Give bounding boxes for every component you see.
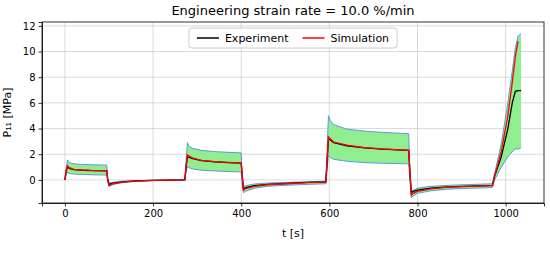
tick-label: 800: [408, 208, 427, 219]
tick: 8: [29, 72, 42, 83]
tick: 0: [29, 175, 42, 186]
tick: 600: [320, 203, 339, 219]
tick: 2: [29, 149, 42, 160]
legend-swatch: [197, 37, 219, 39]
band-edge: [65, 148, 521, 198]
tick-label: 1000: [493, 208, 518, 219]
title: Engineering strain rate = 10.0 %/min: [171, 3, 414, 18]
tick: 6: [29, 98, 42, 109]
tick: 0: [62, 203, 68, 219]
tick-label: 0: [62, 208, 68, 219]
tick: 800: [408, 203, 427, 219]
grid-line: [42, 51, 544, 52]
axis-line: [43, 204, 545, 207]
chart: 0 200 400 600 800 1000 0 2 4 6 8 10 12 Engineering st…: [0, 0, 550, 257]
tick-mark: [39, 129, 43, 130]
tick-label: 4: [29, 123, 35, 134]
grid-line: [42, 128, 544, 129]
tick-label: 6: [29, 98, 35, 109]
tick-label: 0: [29, 175, 35, 186]
tick-mark: [39, 154, 43, 155]
tick-label: 8: [29, 72, 35, 83]
tick-mark: [39, 26, 43, 27]
plot-area: [65, 34, 521, 198]
tick-label: 2: [29, 149, 35, 160]
tick-mark: [39, 180, 43, 181]
tick: 4: [29, 123, 42, 134]
series-line: [65, 41, 518, 195]
grid-line: [329, 22, 330, 203]
tick-label: 10: [23, 46, 36, 57]
tick: 10: [23, 46, 42, 57]
tick-mark: [418, 203, 419, 207]
grid-line: [417, 22, 418, 203]
legend-swatch: [302, 37, 324, 39]
tick-mark: [39, 52, 43, 53]
grid-line: [42, 154, 544, 155]
series-line: [65, 91, 521, 193]
y-axis: 0 2 4 6 8 10 12: [23, 21, 43, 204]
tick: 200: [144, 203, 163, 219]
grid-line: [42, 102, 544, 103]
x-label: t [s]: [282, 227, 304, 240]
tick-mark: [506, 203, 507, 207]
frame: [42, 22, 544, 203]
band-edge: [65, 34, 521, 192]
grid-line: [153, 22, 154, 203]
tick: 1000: [493, 203, 518, 219]
axis-line: [39, 23, 43, 204]
tick-label: 200: [144, 208, 163, 219]
y-label: P₁₁ [MPa]: [1, 88, 14, 138]
tick-mark: [153, 203, 154, 207]
legend-label: Simulation: [330, 32, 389, 45]
tick: 400: [232, 203, 251, 219]
tick-mark: [329, 203, 330, 207]
tick-mark: [241, 203, 242, 207]
legend-box: [189, 28, 397, 48]
tick-label: 12: [23, 21, 36, 32]
band: [65, 34, 521, 198]
tick-mark: [39, 77, 43, 78]
grid-line: [42, 77, 544, 78]
legend-label: Experiment: [225, 32, 289, 45]
grid: [42, 22, 544, 203]
grid-line: [42, 25, 544, 26]
tick: 12: [23, 21, 42, 32]
legend: Experiment Simulation: [189, 28, 397, 48]
tick-mark: [65, 203, 66, 207]
tick-label: 600: [320, 208, 339, 219]
tick-mark: [39, 103, 43, 104]
tick-label: 400: [232, 208, 251, 219]
x-axis: 0 200 400 600 800 1000: [43, 203, 545, 219]
grid-line: [42, 179, 544, 180]
